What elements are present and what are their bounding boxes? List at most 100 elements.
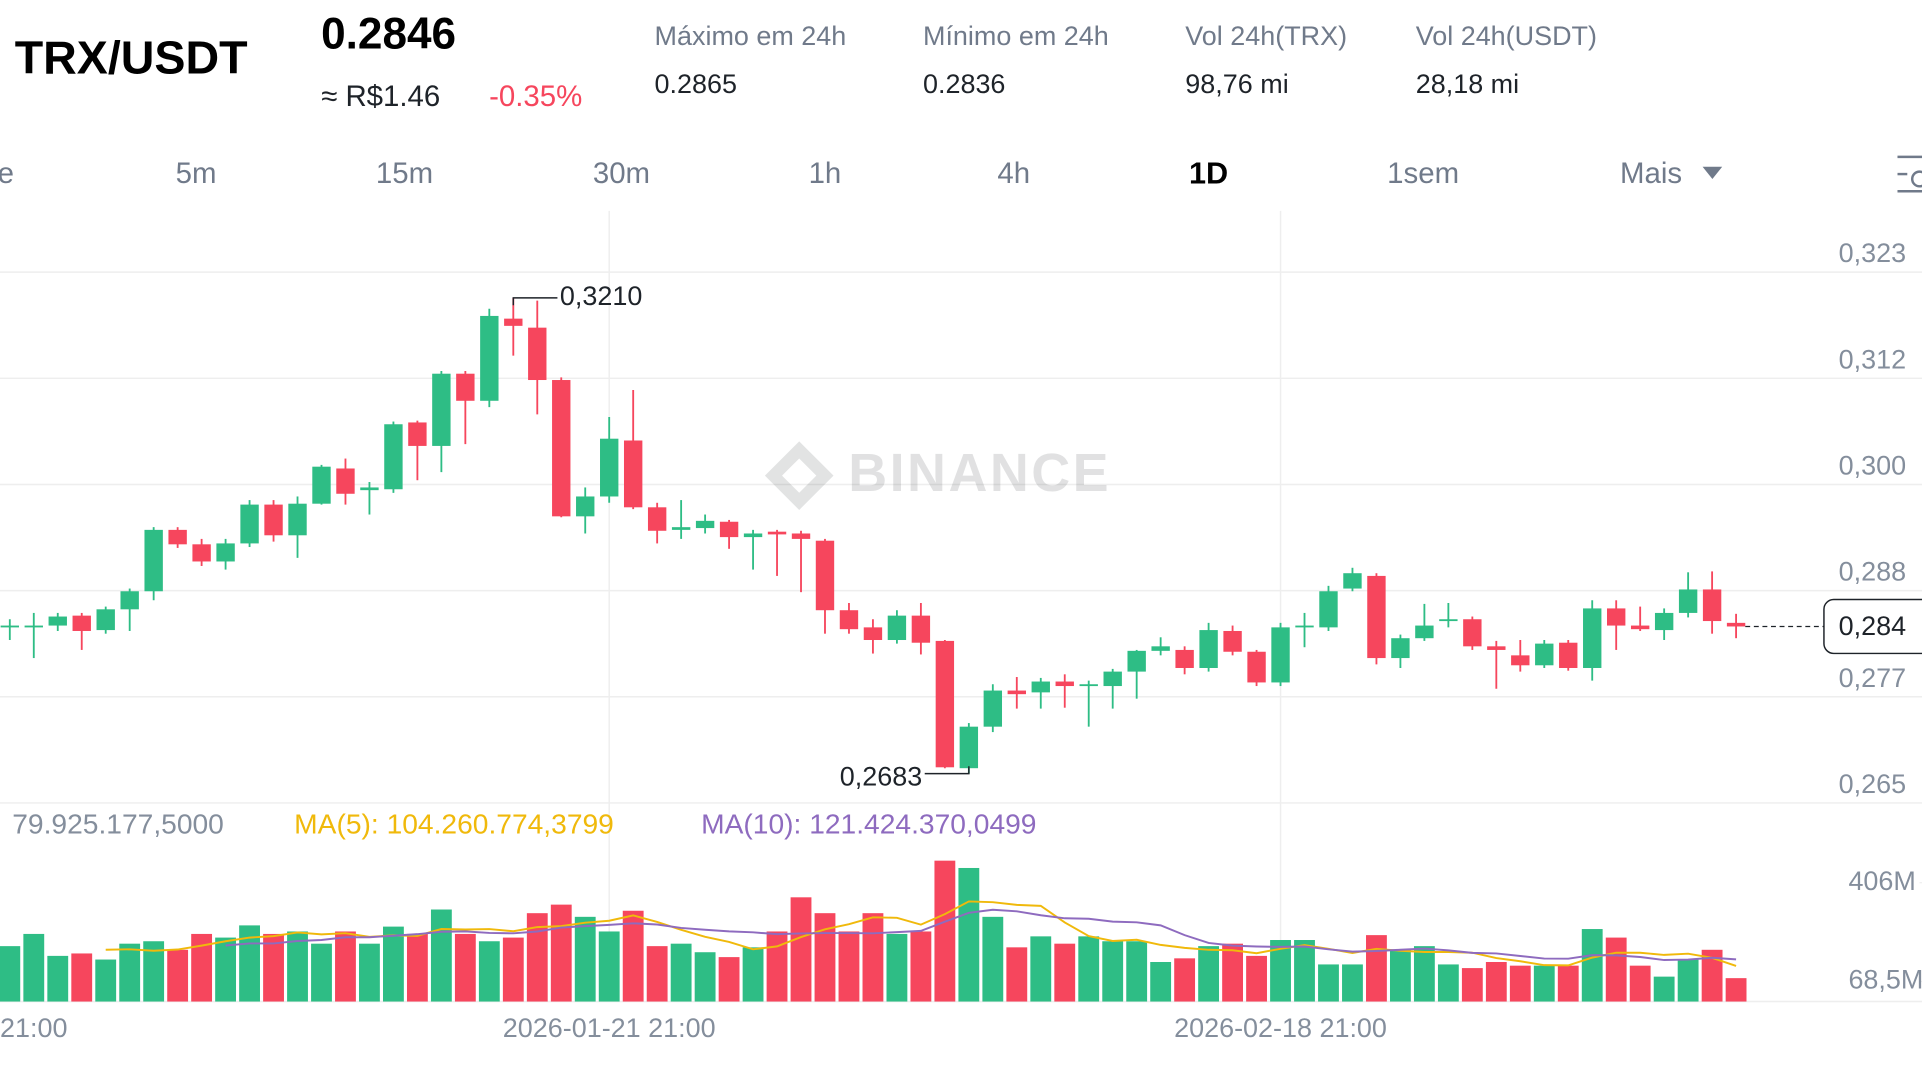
- volume-bar: [406, 933, 428, 1002]
- x-tick-label: 21:00: [0, 1013, 67, 1043]
- stat-value: 98,76 mi: [1185, 69, 1288, 99]
- candle-body: [360, 487, 379, 491]
- settings-icon: [1897, 155, 1922, 193]
- candle-body: [1367, 575, 1386, 659]
- candle-body: [456, 373, 475, 401]
- volume-bar: [167, 949, 189, 1002]
- last-price-tag: [1823, 598, 1922, 655]
- candle-body: [695, 520, 715, 529]
- candle-body: [815, 540, 835, 611]
- volume-bar: [622, 910, 644, 1002]
- candle-body: [1415, 625, 1434, 639]
- volume-bar: [191, 933, 213, 1002]
- candle-body: [144, 529, 163, 592]
- candle-body: [1559, 642, 1578, 668]
- candle-body: [120, 591, 139, 610]
- timeframe-tab[interactable]: 15m: [376, 157, 433, 190]
- candle-body: [1319, 591, 1338, 628]
- volume-bar: [1701, 949, 1723, 1002]
- timeframe-tab[interactable]: 30m: [593, 157, 650, 190]
- stat-value: 0.2836: [923, 69, 1005, 99]
- candle-body: [1726, 622, 1746, 627]
- candle-body: [887, 615, 907, 641]
- candle-body: [1247, 651, 1266, 683]
- volume-bar: [335, 931, 356, 1002]
- volume-bar: [670, 943, 692, 1002]
- candle-body: [1511, 655, 1530, 666]
- volume-bar: [1366, 935, 1387, 1002]
- candle-body: [1031, 681, 1050, 693]
- candle-body: [1223, 630, 1242, 652]
- stat-value: 0.2865: [655, 69, 737, 99]
- candle-body: [1702, 589, 1722, 622]
- candle-body: [1654, 612, 1674, 631]
- candle-body: [72, 615, 91, 631]
- candle-body: [216, 543, 235, 562]
- candle-body: [839, 610, 859, 630]
- stat-label: Máximo em 24h: [655, 21, 847, 51]
- volume-bar: [838, 931, 860, 1002]
- volume-bar: [1725, 978, 1747, 1002]
- volume-bar: [143, 941, 165, 1002]
- volume-bar: [1294, 940, 1315, 1002]
- ma10-line: [225, 908, 1737, 962]
- candle-body: [983, 690, 1003, 727]
- y-tick-label: 0,265: [1839, 769, 1906, 799]
- candle-body: [647, 507, 667, 531]
- y-tick-label: 0,312: [1839, 344, 1906, 374]
- volume-bar: [1485, 961, 1507, 1002]
- candle-body: [240, 504, 259, 544]
- x-tick-label: 2026-01-21 21:00: [503, 1013, 716, 1043]
- stat-label: Vol 24h(USDT): [1416, 21, 1597, 51]
- volume-bar: [1318, 964, 1339, 1002]
- candle-body: [1175, 649, 1194, 668]
- volume-bar: [742, 947, 764, 1002]
- timeframe-tab[interactable]: 1h: [809, 157, 842, 190]
- timeframe-tab[interactable]: 5m: [176, 157, 217, 190]
- volume-tick-label: 68,5M: [1848, 965, 1922, 995]
- candle-body: [1079, 684, 1098, 687]
- candle-body: [1127, 650, 1146, 672]
- min-marker: [924, 766, 970, 775]
- volume-bar: [215, 937, 237, 1002]
- volume-bar: [1653, 976, 1675, 1002]
- volume-bar: [1413, 946, 1435, 1002]
- volume-bar: [311, 943, 332, 1002]
- candle-body: [0, 625, 19, 628]
- candle-body: [1103, 671, 1122, 687]
- timeframe-tab[interactable]: Mais: [1620, 157, 1682, 190]
- timeframe-tab[interactable]: 4h: [997, 157, 1030, 190]
- candle-body: [623, 440, 643, 508]
- y-tick-label: 0,323: [1839, 238, 1906, 268]
- volume-bar: [1389, 949, 1411, 1002]
- timeframe-tab[interactable]: 1D: [1189, 156, 1228, 190]
- volume-bar: [1006, 947, 1028, 1002]
- price-change: -0.35%: [489, 80, 582, 113]
- candle-body: [1678, 589, 1698, 613]
- volume-bar: [694, 952, 716, 1002]
- volume-bar: [982, 916, 1004, 1002]
- x-tick-label: 2026-02-18 21:00: [1174, 1013, 1387, 1043]
- candle-body: [168, 529, 187, 545]
- volume-legend: 79.925.177,5000: [12, 808, 224, 840]
- volume-bar: [1030, 936, 1052, 1002]
- candle-body: [336, 468, 355, 494]
- volume-bar: [23, 933, 45, 1002]
- volume-bar: [263, 933, 284, 1002]
- last-price-label: 0,284: [1839, 611, 1906, 641]
- candle-body: [1535, 643, 1554, 666]
- volume-bar: [1102, 941, 1124, 1002]
- timeframe-tabs: e 5m 15m 30m 1h 4h 1D 1sem Mais: [0, 156, 1682, 190]
- timeframe-tab[interactable]: 1sem: [1387, 157, 1459, 190]
- timeframe-tab[interactable]: e: [0, 157, 14, 190]
- volume-bar: [598, 931, 620, 1002]
- candle-body: [863, 627, 883, 641]
- volume-bar: [1533, 965, 1555, 1002]
- candle-body: [432, 373, 451, 446]
- volume-bar: [1222, 943, 1243, 1002]
- volume-bar: [526, 913, 548, 1002]
- volume-bar: [718, 957, 740, 1002]
- stats: Máximo em 24h 0.2865 Mínimo em 24h 0.2836 Vo…: [655, 21, 1597, 99]
- candle-body: [192, 544, 211, 562]
- volume-bar: [502, 937, 524, 1002]
